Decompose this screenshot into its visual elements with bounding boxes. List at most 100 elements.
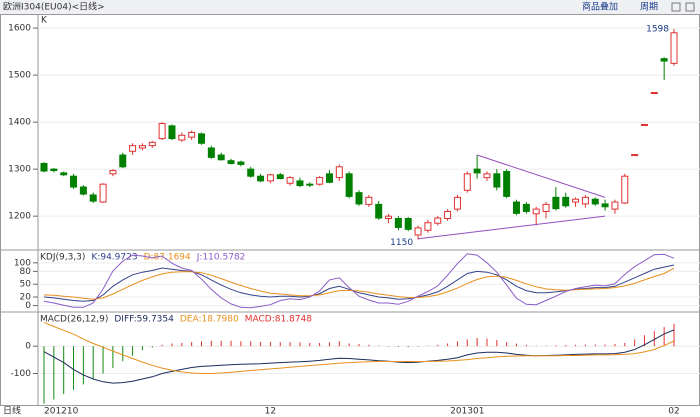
candle-body: [79, 186, 87, 195]
candle-body: [385, 215, 393, 220]
candle-body: [168, 125, 176, 140]
candle-body: [296, 180, 304, 187]
candle-body: [70, 175, 78, 188]
x-axis-label: 日线: [3, 405, 21, 417]
period-button[interactable]: 周期: [640, 2, 658, 13]
candle-body: [40, 162, 48, 172]
candle-body: [394, 218, 402, 228]
x-tick-label: 201301: [450, 407, 484, 417]
candle-body: [237, 161, 245, 165]
candle-body: [198, 133, 205, 144]
y-tick-label: 1300: [8, 165, 31, 175]
x-tick-label: 02: [668, 407, 679, 417]
window-button[interactable]: [671, 2, 681, 12]
y-tick-label: 50: [20, 280, 32, 290]
y-tick-label: 20: [20, 293, 32, 303]
candle-body: [227, 160, 235, 164]
candle-body: [365, 196, 373, 205]
panel-title: MACD(26,12,9): [40, 315, 108, 325]
candle-body: [650, 92, 658, 95]
x-tick-label: 201210: [44, 407, 79, 417]
candle-body: [522, 203, 530, 212]
candle-body: [99, 183, 107, 203]
candle-body: [266, 174, 274, 182]
y-tick-label: -100: [11, 369, 32, 379]
candle-body: [660, 58, 668, 62]
candle-body: [473, 168, 481, 174]
candle-body: [178, 134, 186, 141]
panel-title: KDJ(9,3,3): [40, 253, 85, 263]
candle-body: [424, 222, 432, 231]
y-tick-label: 1400: [8, 118, 31, 128]
candle-body: [611, 201, 619, 210]
candle-body: [60, 172, 68, 176]
candle-body: [493, 173, 501, 188]
candle-body: [444, 210, 452, 220]
candle-body: [414, 227, 422, 236]
frame: [0, 14, 700, 406]
candle-body: [483, 173, 491, 179]
candle-body: [631, 154, 639, 157]
candle-body: [129, 145, 137, 152]
candle-body: [463, 173, 471, 191]
candle-body: [581, 196, 589, 205]
candle-body: [552, 196, 560, 210]
candle-body: [355, 192, 363, 205]
x-tick-label: 12: [265, 407, 276, 417]
candle-body: [257, 175, 265, 182]
y-tick-label: 0: [25, 342, 31, 352]
candle-body: [375, 203, 383, 219]
candle-body: [188, 131, 196, 138]
candle-body: [562, 196, 570, 207]
candle-body: [640, 123, 648, 126]
y-tick-label: 1600: [8, 24, 31, 34]
legend-entry: MACD:81.8748: [245, 315, 313, 325]
candle-body: [404, 218, 412, 230]
y-tick-label: 0: [25, 301, 31, 311]
candle-body: [453, 196, 461, 210]
window-button[interactable]: [685, 2, 695, 12]
candle-body: [434, 217, 442, 224]
legend-entry: DEA:18.7980: [180, 315, 239, 325]
candle-body: [158, 123, 166, 140]
top-bar: [0, 0, 700, 14]
legend-entry: DIFF:59.7354: [114, 315, 174, 325]
trend-line: [476, 154, 606, 198]
candle-body: [138, 145, 146, 149]
series-line: [43, 329, 675, 384]
candle-body: [247, 168, 255, 177]
candle-body: [325, 173, 333, 183]
series-line: [43, 321, 675, 374]
candle-body: [109, 170, 117, 175]
price-annotation: 1598: [646, 25, 669, 35]
legend-entry: D:87.1694: [144, 253, 191, 263]
y-axis-label: K: [41, 16, 48, 26]
price-annotation: 1150: [390, 238, 413, 248]
legend-entry: K:94.9723: [91, 253, 137, 263]
candle-body: [306, 183, 314, 186]
candle-body: [217, 154, 225, 161]
candle-body: [601, 203, 609, 208]
candle-body: [89, 194, 97, 202]
y-tick-label: 1500: [8, 71, 31, 81]
y-tick-label: 1200: [8, 212, 31, 222]
overlay-button[interactable]: 商品叠加: [582, 1, 618, 13]
candle-body: [50, 168, 58, 172]
candle-body: [148, 141, 156, 147]
series-line: [43, 253, 675, 309]
legend-entry: J:110.5782: [196, 253, 246, 263]
candle-body: [335, 166, 343, 179]
candle-body: [316, 177, 324, 185]
candle-body: [345, 173, 353, 197]
candle-body: [542, 203, 550, 212]
chart-title: 欧洲I304(EU04)<日线>: [3, 1, 105, 13]
candle-body: [503, 170, 511, 197]
y-tick-label: 80: [20, 267, 32, 277]
candle-body: [276, 174, 284, 180]
candle-body: [572, 198, 580, 203]
candle-body: [670, 32, 678, 64]
candle-body: [207, 147, 215, 158]
trend-line: [418, 215, 606, 240]
